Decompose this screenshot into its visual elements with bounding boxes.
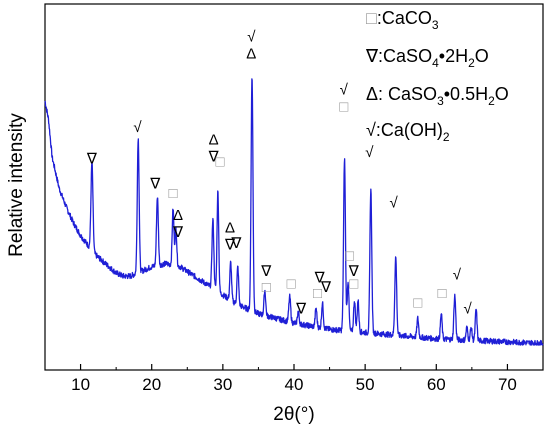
legend: □:CaCO3 ∇:CaSO4•2H2O Δ: CaSO3•0.5H2O √:Ca(O… [365, 8, 509, 144]
x-tick-label-40: 40 [285, 375, 304, 394]
peak-marker: ∇ [172, 224, 184, 241]
peak-marker: √ [340, 82, 349, 99]
peak-marker: ∇ [86, 150, 98, 167]
peak-marker: √ [453, 266, 462, 283]
x-tick-label-30: 30 [213, 375, 232, 394]
x-tick-label-70: 70 [498, 375, 517, 394]
peak-marker: ∇ [314, 269, 326, 286]
peak-marker: □ [262, 279, 271, 296]
peak-marker: ∇ [224, 236, 236, 253]
legend-entry: ∇:CaSO4•2H2O [365, 46, 489, 70]
peak-marker: √ [463, 301, 472, 318]
peak-marker: ∇ [348, 263, 360, 280]
peak-marker: ∇ [295, 301, 307, 318]
peak-marker: √ [133, 119, 142, 136]
peak-annotations: ∇√∇□Δ∇Δ∇□Δ∇∇√Δ∇□ □∇□∇∇√□□∇□√√□□√√ [86, 28, 473, 317]
x-tick-label-20: 20 [142, 375, 161, 394]
series-line-xrd [44, 78, 544, 346]
x-tick-label-60: 60 [427, 375, 446, 394]
peak-marker: ∇ [149, 176, 161, 193]
peak-marker: Δ [225, 219, 235, 236]
peak-marker: □ [215, 154, 224, 171]
peak-marker: ∇ [260, 263, 272, 280]
legend-entry: □:CaCO3 [366, 8, 439, 32]
peak-marker: □ [169, 185, 178, 202]
y-axis-title: Relative intensity [6, 113, 27, 257]
peak-marker: ∇ [230, 235, 242, 252]
peak-marker: Δ [173, 207, 183, 224]
legend-entry: Δ: CaSO3•0.5H2O [366, 84, 509, 108]
peak-marker: □ [313, 285, 322, 302]
peak-marker: √ [365, 144, 374, 161]
peak-marker: ∇ [320, 279, 332, 296]
peak-marker: □ [349, 276, 358, 293]
x-tick-label-10: 10 [71, 375, 90, 394]
peak-marker: ∇ [208, 149, 220, 166]
peak-marker: □ [345, 247, 354, 264]
peak-marker: √ [247, 28, 256, 45]
peak-marker: Δ [209, 132, 219, 149]
x-axis-title: 2θ(°) [273, 404, 314, 425]
peak-marker: √ [389, 194, 398, 211]
peak-marker: □ [413, 294, 422, 311]
x-tick-label-50: 50 [356, 375, 375, 394]
peak-marker: □ [437, 285, 446, 302]
legend-entry: √:Ca(OH)2 [366, 120, 450, 144]
peak-marker: Δ [246, 45, 256, 62]
peak-marker: □ [287, 276, 296, 293]
peak-marker: □ [339, 99, 348, 116]
x-axis-ticks: 10 20 30 40 50 60 70 [44, 364, 544, 394]
